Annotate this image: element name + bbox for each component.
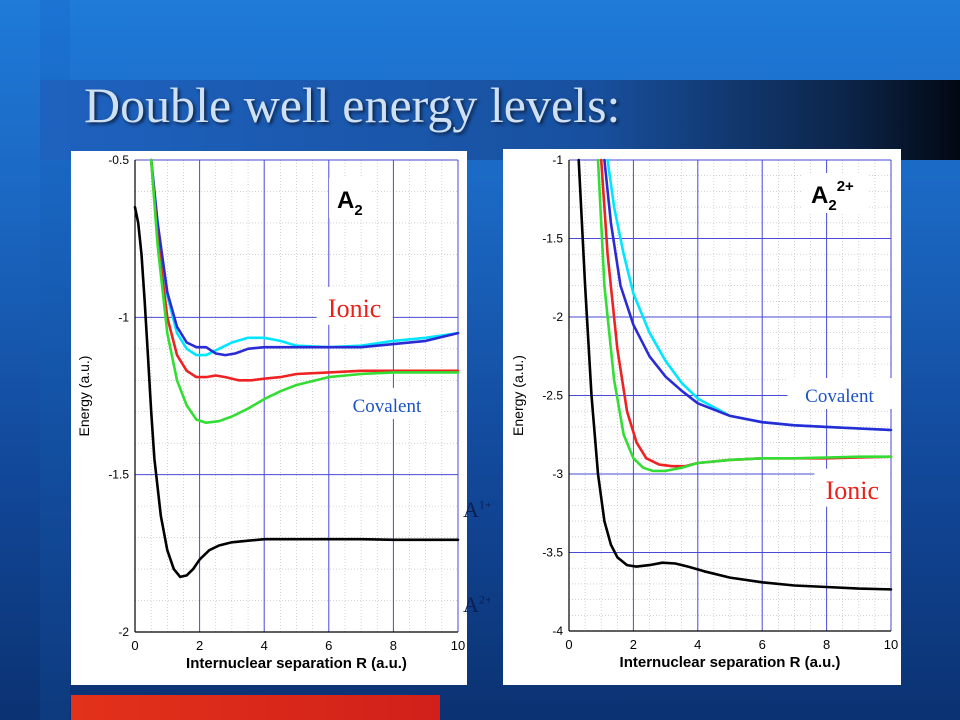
- chart-a2: 0 2 4 6 8 10 -0.5 -1 -1.5 -2 Internuclear separati…: [76, 153, 465, 672]
- y-axis-label: Energy (a.u.): [510, 355, 526, 436]
- side-label-a1plus: A1+: [463, 497, 492, 523]
- y-tick-label: -2: [552, 310, 563, 324]
- x-tick-label: 0: [565, 637, 572, 652]
- slide-title: Double well energy levels:: [84, 77, 621, 133]
- side-label-a2plus: A2+: [463, 592, 492, 618]
- chart-title-background: [803, 173, 869, 213]
- x-tick-label: 4: [261, 638, 268, 653]
- annotation-background: [814, 468, 891, 507]
- y-tick-label: -2.5: [542, 389, 563, 403]
- series-line-4: [596, 158, 893, 473]
- annotation-background: [334, 387, 439, 419]
- bottom-accent-bar: [71, 695, 440, 720]
- side-label-a1plus-sup: 1+: [478, 497, 492, 512]
- x-tick-label: 6: [759, 637, 766, 652]
- x-tick-label: 8: [390, 638, 397, 653]
- x-tick-label: 8: [823, 637, 830, 652]
- series-line-1: [149, 158, 460, 357]
- annotation-label: Ionic: [328, 294, 381, 323]
- y-tick-label: -0.5: [108, 153, 129, 167]
- x-axis-label: Internuclear separation R (a.u.): [186, 655, 407, 672]
- chart-title-background: [329, 178, 371, 218]
- annotation-background: [316, 286, 393, 325]
- x-tick-label: 0: [131, 638, 138, 653]
- x-tick-label: 4: [694, 637, 701, 652]
- y-tick-label: -1: [552, 153, 563, 167]
- y-axis-label: Energy (a.u.): [76, 356, 92, 437]
- y-tick-label: -3: [552, 467, 563, 481]
- x-tick-label: 6: [325, 638, 332, 653]
- x-tick-label: 10: [884, 637, 898, 652]
- series-line-5: [133, 205, 460, 579]
- annotation-label: Covalent: [353, 396, 422, 417]
- annotation-label: Covalent: [805, 386, 874, 407]
- annotation-label: Ionic: [826, 476, 879, 505]
- chart-title: A2: [337, 187, 363, 219]
- series-line-3: [149, 158, 460, 382]
- y-tick-label: -1.5: [108, 468, 129, 482]
- y-tick-label: -1.5: [542, 232, 563, 246]
- title-band: [40, 80, 960, 160]
- x-axis-label: Internuclear separation R (a.u.): [620, 654, 841, 671]
- side-label-a2plus-sup: 2+: [478, 592, 492, 607]
- y-tick-label: -1: [118, 310, 129, 324]
- series-line-4: [149, 158, 460, 425]
- minor-grid: [134, 159, 459, 633]
- side-label-a2plus-base: A: [463, 592, 479, 617]
- chart-panel-a2-2plus: 0 2 4 6 8 10 -1 -1.5 -2 -2.5 -3 -3.5 -4 Internuclear …: [503, 149, 901, 685]
- y-tick-label: -4: [552, 624, 563, 638]
- x-tick-label: 10: [451, 638, 465, 653]
- x-tick-label: 2: [196, 638, 203, 653]
- chart-panel-a2: 0 2 4 6 8 10 -0.5 -1 -1.5 -2 Internuclear separati…: [71, 151, 467, 685]
- annotation-background: [787, 378, 892, 409]
- y-tick-label: -2: [118, 625, 129, 639]
- series-line-2: [149, 158, 460, 357]
- chart-title: A22+: [811, 178, 854, 214]
- chart-a2-2plus: 0 2 4 6 8 10 -1 -1.5 -2 -2.5 -3 -3.5 -4 Internuclear …: [510, 153, 898, 671]
- series-line-5: [577, 158, 893, 591]
- series-line-2: [603, 158, 893, 432]
- side-label-a1plus-base: A: [463, 497, 479, 522]
- y-tick-label: -3.5: [542, 546, 563, 560]
- x-tick-label: 2: [630, 637, 637, 652]
